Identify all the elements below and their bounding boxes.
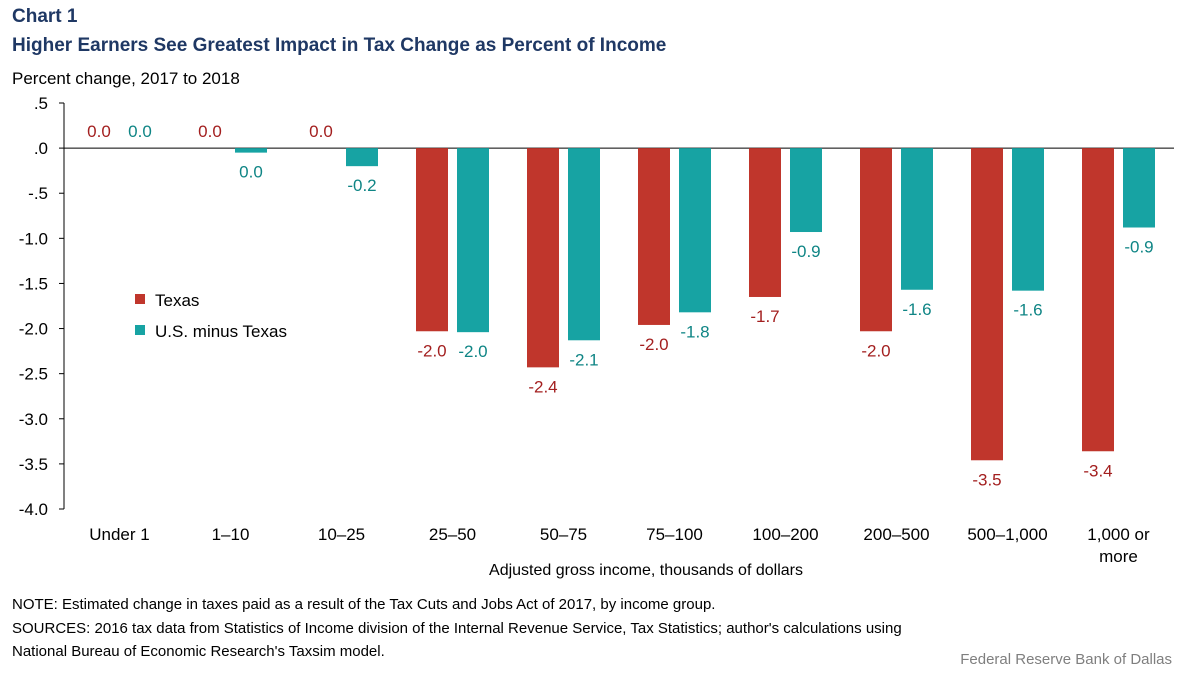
legend-label: U.S. minus Texas [155, 322, 287, 341]
data-label: -1.8 [680, 322, 709, 341]
bar-texas [749, 148, 781, 297]
legend-label: Texas [155, 291, 199, 310]
chart-sources-line-2: National Bureau of Economic Research's T… [12, 643, 385, 660]
data-label: -0.2 [347, 176, 376, 195]
y-axis-unit-label: Percent change, 2017 to 2018 [12, 69, 240, 88]
y-tick-label: -2.5 [19, 365, 48, 384]
data-label: 0.0 [309, 122, 333, 141]
y-tick-label: -3.0 [19, 410, 48, 429]
data-label: -1.7 [750, 307, 779, 326]
data-label: -3.4 [1083, 461, 1112, 480]
bar-us-minus-texas [346, 148, 378, 167]
legend-swatch [135, 294, 145, 304]
data-label: -1.6 [902, 300, 931, 319]
x-tick-label: 100–200 [752, 525, 818, 544]
y-tick-label: -1.0 [19, 229, 48, 248]
x-tick-label: Under 1 [89, 525, 149, 544]
chart-number: Chart 1 [12, 6, 78, 27]
x-tick-label: 200–500 [863, 525, 929, 544]
data-label: 0.0 [87, 122, 111, 141]
data-label: -2.4 [528, 377, 557, 396]
bar-us-minus-texas [679, 148, 711, 313]
x-tick-label: 25–50 [429, 525, 476, 544]
bar-us-minus-texas [1123, 148, 1155, 228]
legend-swatch [135, 325, 145, 335]
data-label: -3.5 [972, 470, 1001, 489]
x-tick-label: 75–100 [646, 525, 703, 544]
x-tick-label: 1,000 or [1087, 525, 1150, 544]
bar-us-minus-texas [790, 148, 822, 233]
bar-texas [638, 148, 670, 325]
data-label: -2.0 [417, 341, 446, 360]
x-tick-label: 10–25 [318, 525, 365, 544]
data-label: -0.9 [791, 242, 820, 261]
bar-us-minus-texas [235, 148, 267, 153]
bar-us-minus-texas [901, 148, 933, 290]
bar-us-minus-texas [568, 148, 600, 341]
chart-sources-line-1: SOURCES: 2016 tax data from Statistics o… [12, 620, 902, 637]
bar-texas [1082, 148, 1114, 452]
bar-us-minus-texas [1012, 148, 1044, 291]
chart-title: Higher Earners See Greatest Impact in Ta… [12, 35, 667, 56]
data-label: 0.0 [239, 163, 263, 182]
data-label: 0.0 [128, 122, 152, 141]
data-label: -2.1 [569, 350, 598, 369]
data-label: 0.0 [198, 122, 222, 141]
bar-texas [416, 148, 448, 332]
bar-us-minus-texas [457, 148, 489, 333]
x-tick-label: more [1099, 547, 1138, 566]
chart-note: NOTE: Estimated change in taxes paid as … [12, 596, 716, 613]
bar-texas [527, 148, 559, 368]
x-tick-label: 50–75 [540, 525, 587, 544]
y-tick-label: -1.5 [19, 274, 48, 293]
y-tick-label: -3.5 [19, 455, 48, 474]
data-label: -2.0 [458, 342, 487, 361]
data-label: -0.9 [1124, 238, 1153, 257]
bar-texas [971, 148, 1003, 461]
x-tick-label: 1–10 [212, 525, 250, 544]
x-tick-label: 500–1,000 [967, 525, 1047, 544]
y-tick-label: -.5 [28, 184, 48, 203]
data-label: -1.6 [1013, 301, 1042, 320]
data-label: -2.0 [639, 335, 668, 354]
y-tick-label: -2.0 [19, 320, 48, 339]
y-tick-label: .0 [34, 139, 48, 158]
y-tick-label: .5 [34, 94, 48, 113]
y-tick-label: -4.0 [19, 500, 48, 519]
x-axis-title: Adjusted gross income, thousands of doll… [489, 562, 803, 579]
bar-texas [860, 148, 892, 332]
chart-credit: Federal Reserve Bank of Dallas [960, 651, 1172, 668]
data-label: -2.0 [861, 341, 890, 360]
